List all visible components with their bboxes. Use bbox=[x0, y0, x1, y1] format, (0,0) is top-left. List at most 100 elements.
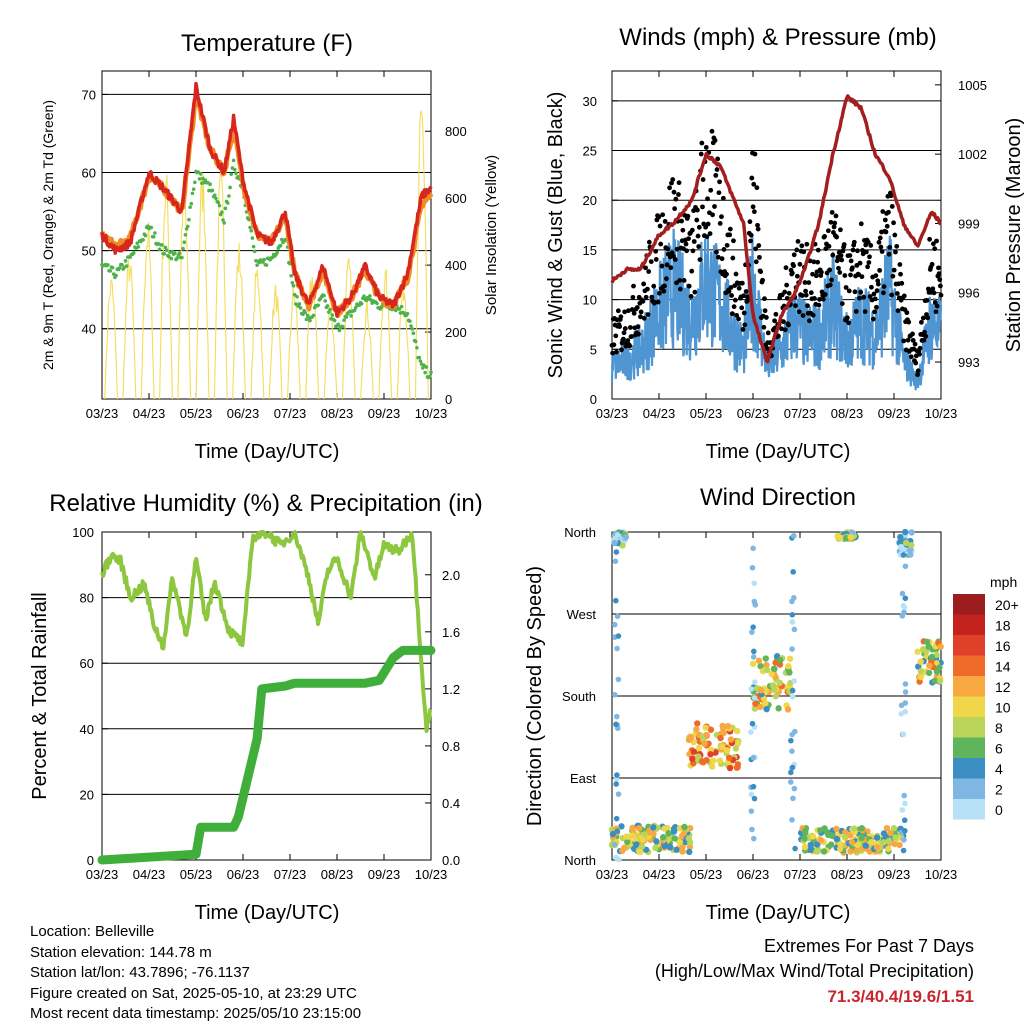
dewpoint-point bbox=[424, 365, 429, 369]
direction-point bbox=[751, 695, 758, 701]
direction-point bbox=[762, 655, 769, 662]
gust-point bbox=[915, 368, 921, 374]
dewpoint-point bbox=[262, 257, 266, 262]
gust-point bbox=[797, 261, 803, 267]
gust-point bbox=[801, 249, 807, 255]
dewpoint-point bbox=[164, 248, 169, 253]
gust-point bbox=[884, 223, 890, 229]
gust-point bbox=[653, 248, 659, 254]
direction-point bbox=[612, 691, 618, 698]
direction-point bbox=[786, 655, 794, 662]
colorbar-swatch bbox=[953, 799, 985, 820]
gust-point bbox=[887, 244, 893, 250]
dewpoint-point bbox=[311, 313, 316, 318]
dewpoint-point bbox=[289, 273, 293, 278]
gust-point bbox=[754, 185, 760, 191]
gust-point bbox=[855, 248, 860, 254]
gust-point bbox=[799, 243, 805, 249]
gust-point bbox=[631, 283, 636, 289]
wind-direction-title: Wind Direction bbox=[700, 484, 856, 511]
y-tick-label-right: 999 bbox=[958, 216, 980, 231]
gust-point bbox=[700, 204, 705, 210]
direction-point bbox=[732, 745, 740, 752]
gust-point bbox=[847, 253, 853, 258]
gust-point bbox=[929, 261, 935, 267]
y-tick-label: 70 bbox=[82, 87, 96, 102]
y-tick-label: 20 bbox=[80, 787, 94, 802]
gust-point bbox=[621, 330, 627, 336]
direction-point bbox=[785, 663, 792, 670]
station-latlon: Station lat/lon: 43.7896; -76.1137 bbox=[30, 964, 250, 981]
gust-point bbox=[645, 312, 651, 318]
gust-point bbox=[619, 347, 624, 353]
gust-point bbox=[643, 265, 648, 271]
gust-point bbox=[858, 221, 864, 227]
dewpoint-point bbox=[231, 158, 236, 163]
direction-point bbox=[936, 677, 944, 685]
gust-point bbox=[732, 297, 738, 303]
x-tick-label: 05/23 bbox=[690, 867, 723, 882]
gust-point bbox=[721, 247, 727, 252]
gust-point bbox=[717, 221, 723, 226]
dewpoint-point bbox=[234, 171, 238, 176]
direction-point bbox=[734, 740, 742, 747]
gust-point bbox=[872, 309, 877, 315]
direction-tick-label: South bbox=[562, 689, 596, 704]
dewpoint-point bbox=[214, 196, 218, 201]
dewpoint-point bbox=[415, 346, 419, 350]
direction-point bbox=[670, 825, 678, 833]
gust-point bbox=[743, 289, 749, 294]
gust-point bbox=[705, 196, 710, 202]
direction-point bbox=[789, 817, 795, 823]
gust-point bbox=[646, 239, 652, 245]
dewpoint-point bbox=[153, 231, 157, 235]
direction-point bbox=[772, 659, 779, 666]
y-tick-label: 15 bbox=[583, 243, 597, 258]
gust-point bbox=[808, 290, 814, 296]
y-tick-label-right: 996 bbox=[958, 286, 980, 301]
gust-point bbox=[865, 264, 871, 270]
gust-point bbox=[800, 293, 805, 298]
dewpoint-point bbox=[108, 269, 113, 273]
direction-point bbox=[614, 613, 621, 620]
direction-point bbox=[652, 844, 659, 852]
direction-point bbox=[619, 542, 626, 549]
gust-point bbox=[784, 295, 790, 301]
gust-point bbox=[875, 281, 881, 287]
direction-point bbox=[836, 840, 844, 848]
direction-point bbox=[719, 743, 726, 750]
direction-point bbox=[723, 746, 731, 754]
dewpoint-point bbox=[136, 245, 141, 249]
gust-point bbox=[698, 151, 704, 157]
gust-point bbox=[922, 329, 927, 335]
gust-point bbox=[622, 309, 628, 315]
gust-point bbox=[905, 337, 911, 343]
gust-point bbox=[712, 204, 717, 209]
gust-point bbox=[689, 268, 695, 274]
gust-point bbox=[631, 310, 637, 316]
gust-point bbox=[815, 247, 821, 253]
gust-point bbox=[933, 309, 939, 315]
gust-point bbox=[793, 303, 798, 309]
colorbar-label: 2 bbox=[995, 782, 1003, 798]
dewpoint-point bbox=[223, 206, 228, 211]
dewpoint-point bbox=[247, 217, 251, 222]
x-tick-label: 03/23 bbox=[596, 867, 629, 882]
dewpoint-point bbox=[124, 264, 129, 268]
gust-point bbox=[910, 331, 915, 337]
dewpoint-point bbox=[316, 303, 321, 308]
gust-point bbox=[697, 257, 703, 262]
gust-point bbox=[658, 241, 664, 247]
gust-point bbox=[611, 342, 617, 348]
gust-point bbox=[727, 232, 733, 238]
gust-point bbox=[762, 308, 768, 314]
direction-point bbox=[900, 847, 907, 854]
colorbar-label: 0 bbox=[995, 802, 1003, 818]
direction-point bbox=[750, 835, 757, 842]
gust-point bbox=[921, 337, 927, 343]
direction-point bbox=[613, 854, 619, 861]
gust-point bbox=[662, 283, 667, 289]
direction-point bbox=[791, 785, 798, 792]
direction-point bbox=[789, 764, 796, 771]
gust-point bbox=[751, 181, 757, 187]
